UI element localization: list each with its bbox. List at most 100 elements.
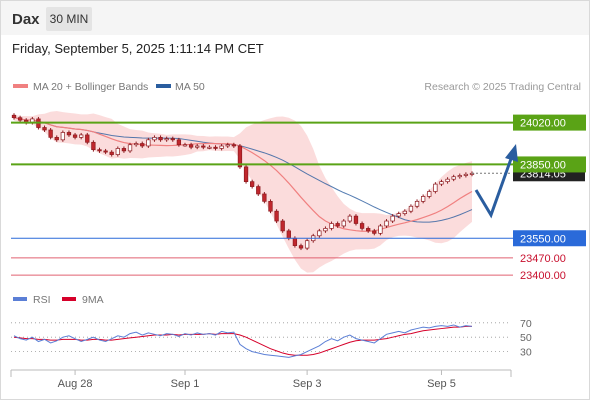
candle-body xyxy=(158,137,163,141)
candle-body xyxy=(48,129,53,138)
chart-header: Dax 30 MIN xyxy=(1,1,589,35)
candle-body xyxy=(170,138,175,141)
rsi-axis-tick: 70 xyxy=(520,318,532,330)
x-axis-tick-label: Aug 28 xyxy=(58,378,93,390)
candle-body xyxy=(66,132,72,136)
bollinger-bands xyxy=(14,110,472,273)
candle-body xyxy=(201,145,206,148)
candle-body xyxy=(219,145,224,149)
candle-body xyxy=(91,141,96,151)
candle-body xyxy=(433,183,438,192)
rsi-ma-line xyxy=(13,325,472,356)
rsi-ma-legend-swatch xyxy=(62,297,76,301)
candle-body xyxy=(182,144,188,147)
candle-body xyxy=(280,220,285,232)
candle-body xyxy=(115,148,120,155)
candle-body xyxy=(445,178,450,183)
candle-body xyxy=(72,134,78,138)
candle-body xyxy=(243,166,249,183)
candle-body xyxy=(347,215,353,222)
rsi-legend-swatch xyxy=(13,297,27,301)
candle-body xyxy=(372,230,377,234)
candle-body xyxy=(341,220,346,227)
symbol-label: Dax xyxy=(12,11,40,28)
candle-body xyxy=(140,143,145,147)
candle-body xyxy=(79,134,84,138)
forecast-arrow-head xyxy=(505,144,518,162)
candle-body xyxy=(85,134,90,143)
candle-body xyxy=(414,200,420,207)
candle-body xyxy=(274,210,279,222)
candle-body xyxy=(54,137,59,141)
candle-body xyxy=(335,223,340,227)
x-axis-tick-label: Sep 3 xyxy=(293,378,322,390)
ma50-legend-label: MA 50 xyxy=(175,81,205,93)
candle-body xyxy=(17,117,23,121)
candle-body xyxy=(463,173,469,176)
candle-body xyxy=(402,210,407,214)
candle-body xyxy=(292,237,298,246)
x-axis-tick-label: Sep 1 xyxy=(171,378,200,390)
candle-body xyxy=(225,144,230,147)
candle-body xyxy=(427,191,432,197)
candle-body xyxy=(127,144,133,152)
resistance-level-label: 23850.00 xyxy=(520,159,566,171)
minor-level-label: 23470.00 xyxy=(520,253,566,265)
candle-body xyxy=(250,181,255,187)
candle-body xyxy=(439,181,444,185)
candle-body xyxy=(378,225,383,234)
rsi-line xyxy=(13,324,473,358)
ma20-legend-label: MA 20 + Bollinger Bands xyxy=(33,81,148,93)
candle-body xyxy=(451,176,456,180)
resistance-level-label: 24020.00 xyxy=(520,118,566,130)
candle-body xyxy=(97,149,102,152)
research-credit: Research © 2025 Trading Central xyxy=(424,81,581,93)
candle-body xyxy=(152,137,157,141)
candle-body xyxy=(42,127,47,131)
x-axis-tick-label: Sep 5 xyxy=(427,378,456,390)
rsi-axis-tick: 30 xyxy=(520,347,532,359)
candle-body xyxy=(237,145,243,168)
candle-body xyxy=(262,193,267,202)
candle-body xyxy=(457,175,462,178)
rsi-legend-label: RSI xyxy=(33,294,51,306)
candle-body xyxy=(420,196,426,202)
minor-level-label: 23400.00 xyxy=(520,270,566,282)
ma20-legend-swatch xyxy=(13,84,28,88)
candle-body xyxy=(121,148,127,152)
candle-body xyxy=(103,150,108,153)
candle-body xyxy=(384,220,389,227)
candle-body xyxy=(286,230,291,239)
candle-body xyxy=(176,139,182,146)
timeframe-button[interactable]: 30 MIN xyxy=(46,7,92,31)
chart-datetime: Friday, September 5, 2025 1:11:14 PM CET xyxy=(12,41,264,56)
candle-body xyxy=(329,223,334,229)
candle-body xyxy=(396,213,401,217)
candle-body xyxy=(268,200,273,212)
candle-body xyxy=(133,143,139,146)
candle-body xyxy=(195,145,200,148)
candle-body xyxy=(298,245,304,249)
candle-body xyxy=(256,186,261,195)
candle-body xyxy=(390,215,395,222)
support-level-label: 23550.00 xyxy=(520,233,566,245)
candle-body xyxy=(109,151,114,155)
candle-body xyxy=(366,228,371,232)
rsi-ma-legend-label: 9MA xyxy=(82,294,104,306)
candle-body xyxy=(188,144,194,148)
support-level-tag xyxy=(513,230,586,247)
candle-body xyxy=(317,230,322,237)
candle-body xyxy=(213,146,218,149)
candle-body xyxy=(146,139,151,147)
candle-body xyxy=(60,132,66,141)
resistance-level-tag xyxy=(513,156,586,173)
forecast-arrow xyxy=(474,155,514,219)
ma50-legend-swatch xyxy=(156,84,171,88)
candle-body xyxy=(207,146,212,149)
candle-body xyxy=(323,228,328,232)
rsi-axis-tick: 50 xyxy=(520,332,532,344)
candle-body xyxy=(408,205,414,212)
candle-body xyxy=(231,144,236,147)
candle-body xyxy=(353,215,359,224)
